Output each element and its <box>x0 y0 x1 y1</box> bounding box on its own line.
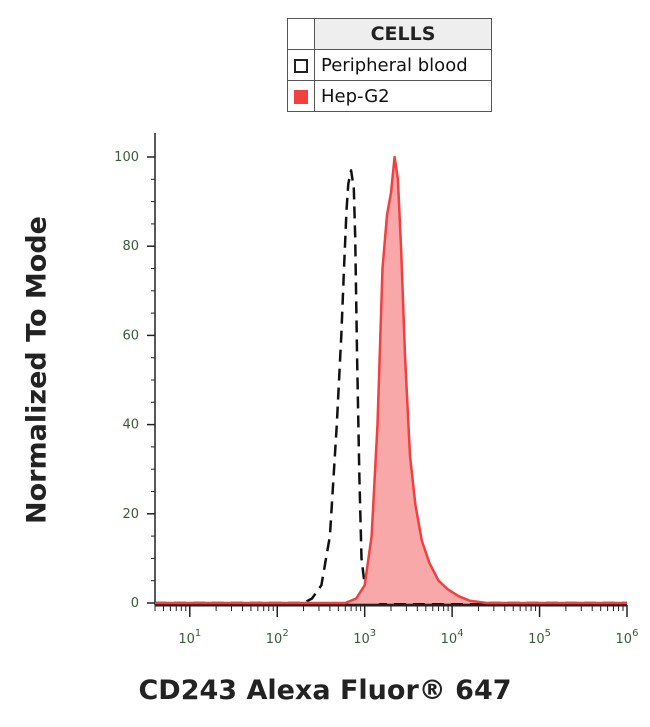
y-axis-label: Normalized To Mode <box>21 216 53 524</box>
x-tick-label: 105 <box>528 628 551 647</box>
y-tick-label: 80 <box>122 239 139 254</box>
series-area-hep-g2 <box>155 157 627 603</box>
y-tick-label: 100 <box>114 150 139 165</box>
legend: CELLS Peripheral blood Hep-G2 <box>287 18 492 112</box>
legend-header-blank <box>287 18 315 50</box>
x-tick-label: 101 <box>178 628 201 647</box>
y-tick-label: 40 <box>122 418 139 433</box>
series-line-peripheral-blood <box>155 169 627 605</box>
y-tick-label: 60 <box>122 328 139 343</box>
series-line-hep-g2 <box>155 155 627 605</box>
y-tick-label: 0 <box>131 596 139 611</box>
outline-swatch-icon <box>294 59 308 73</box>
x-tick-label: 106 <box>616 628 639 647</box>
filled-swatch-icon <box>294 90 308 104</box>
legend-item-label: Hep-G2 <box>314 80 492 112</box>
legend-item-hep-g2: Hep-G2 <box>287 80 492 112</box>
x-tick-label: 104 <box>441 628 464 647</box>
x-tick-label: 103 <box>353 628 376 647</box>
y-tick-label: 20 <box>122 507 139 522</box>
x-tick-label: 102 <box>266 628 289 647</box>
x-axis-label: CD243 Alexa Fluor® 647 <box>138 675 512 706</box>
